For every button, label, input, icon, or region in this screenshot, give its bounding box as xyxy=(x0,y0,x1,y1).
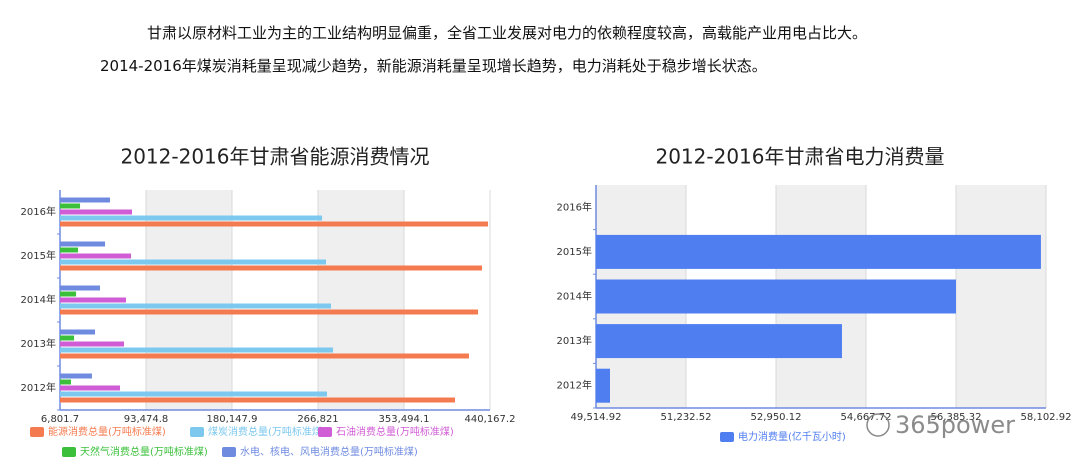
bar xyxy=(60,197,111,203)
legend-label: 电力消费量(亿千瓦小时) xyxy=(738,430,846,443)
y-tick-label: 2013年 xyxy=(557,334,592,347)
legend-swatch xyxy=(222,447,236,457)
chart-title: 2012-2016年甘肃省电力消费量 xyxy=(655,145,944,169)
bar xyxy=(60,329,96,335)
bar xyxy=(60,247,79,253)
bar xyxy=(60,259,327,265)
y-tick-label: 2016年 xyxy=(21,205,56,218)
bar xyxy=(60,347,334,353)
x-tick-label: 49,514.92 xyxy=(571,412,622,423)
bar xyxy=(60,241,106,247)
x-tick-label: 440,167.2 xyxy=(465,414,516,425)
legend-label: 煤炭消费总量(万吨标准煤) xyxy=(208,425,326,438)
x-tick-label: 6,801.7 xyxy=(41,414,79,425)
paragraph: 2014-2016年煤炭消耗量呈现减少趋势，新能源消耗量呈现增长趋势，电力消耗处… xyxy=(100,57,767,75)
x-tick-label: 180,147.9 xyxy=(207,414,258,425)
legend-label: 天然气消费总量(万吨标准煤) xyxy=(80,445,208,458)
bar xyxy=(60,253,132,259)
grid-band xyxy=(318,190,404,410)
bar xyxy=(60,391,328,397)
y-tick-label: 2014年 xyxy=(557,290,592,303)
bar xyxy=(60,265,482,271)
bar xyxy=(60,341,124,347)
bar xyxy=(60,209,133,215)
x-tick-label: 93,474.8 xyxy=(124,414,169,425)
legend-label: 石油消费总量(万吨标准煤) xyxy=(336,425,454,438)
x-tick-label: 54,667.72 xyxy=(841,412,892,423)
legend-label: 水电、核电、风电消费总量(万吨标准煤) xyxy=(240,445,418,458)
y-tick-label: 2012年 xyxy=(557,379,592,392)
y-tick-label: 2013年 xyxy=(21,337,56,350)
bar xyxy=(60,291,77,297)
bar xyxy=(60,335,75,341)
legend-swatch xyxy=(62,447,76,457)
y-tick-label: 2016年 xyxy=(557,200,592,213)
legend-swatch xyxy=(720,432,734,442)
legend-swatch xyxy=(190,427,204,437)
y-tick-label: 2014年 xyxy=(21,293,56,306)
legend-swatch xyxy=(318,427,332,437)
x-tick-label: 353,494.1 xyxy=(379,414,430,425)
bar xyxy=(596,234,1041,269)
bar xyxy=(596,324,842,359)
chart-title: 2012-2016年甘肃省能源消费情况 xyxy=(120,145,429,169)
x-tick-label: 56,385.32 xyxy=(931,412,982,423)
y-tick-label: 2015年 xyxy=(557,245,592,258)
x-tick-label: 58,102.92 xyxy=(1021,412,1072,423)
bar xyxy=(60,303,331,309)
watermark-icon xyxy=(866,413,890,437)
bar xyxy=(60,353,469,359)
grid-band xyxy=(146,190,232,410)
y-tick-label: 2012年 xyxy=(21,381,56,394)
bar xyxy=(60,221,489,227)
bar xyxy=(60,215,323,221)
bar xyxy=(60,373,92,379)
x-tick-label: 52,950.12 xyxy=(751,412,802,423)
bar xyxy=(60,385,121,391)
y-tick-label: 2015年 xyxy=(21,249,56,262)
legend-swatch xyxy=(30,427,44,437)
watermark: 365power xyxy=(895,411,1015,439)
x-tick-label: 266,821 xyxy=(297,414,338,425)
paragraph: 甘肃以原材料工业为主的工业结构明显偏重，全省工业发展对电力的依赖程度较高，高载能… xyxy=(147,24,868,42)
grid-band xyxy=(956,185,1046,408)
bar xyxy=(596,368,610,403)
bar xyxy=(60,297,126,303)
legend-label: 能源消费总量(万吨标准煤) xyxy=(48,425,166,438)
bar xyxy=(596,279,956,314)
x-tick-label: 51,232.52 xyxy=(661,412,712,423)
bar xyxy=(60,203,81,209)
bar xyxy=(60,379,72,385)
bar xyxy=(60,285,100,291)
bar xyxy=(60,309,479,315)
bar xyxy=(60,397,456,403)
